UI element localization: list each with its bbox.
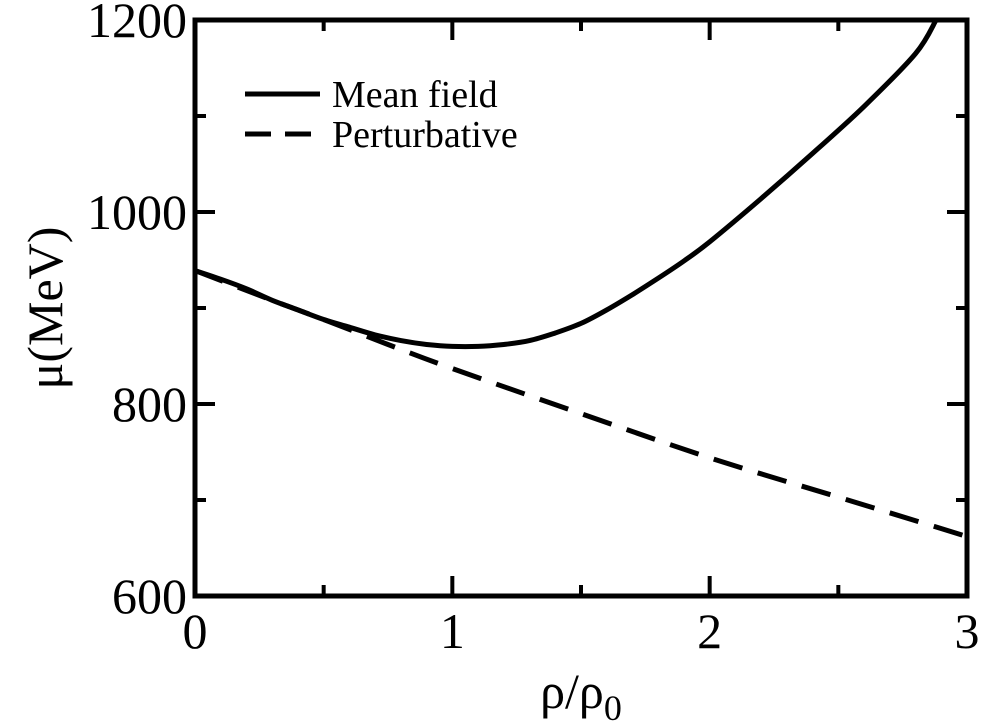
plot-frame bbox=[192, 17, 970, 599]
legend-label-mean-field: Mean field bbox=[332, 74, 498, 116]
x-tick-label: 0 bbox=[183, 603, 208, 659]
series-line-mean-field bbox=[194, 18, 939, 350]
y-axis-title: μ(MeV) bbox=[17, 227, 73, 390]
x-tick-label: 1 bbox=[440, 603, 465, 659]
legend: Mean field Perturbative bbox=[245, 74, 518, 156]
x-axis-title-subscript: 0 bbox=[604, 688, 622, 725]
y-tick-label: 1200 bbox=[87, 0, 187, 48]
x-axis-title: ρ/ρ0 bbox=[540, 663, 622, 725]
series-lines bbox=[194, 18, 968, 539]
axis-ticks bbox=[193, 18, 969, 598]
y-tick-label: 1000 bbox=[87, 184, 187, 240]
x-axis-title-main: ρ/ρ bbox=[540, 663, 604, 719]
y-tick-label: 800 bbox=[112, 376, 187, 432]
legend-label-perturbative: Perturbative bbox=[332, 114, 518, 156]
x-tick-label: 3 bbox=[955, 603, 980, 659]
y-tick-label: 600 bbox=[112, 568, 187, 624]
series-line-perturbative bbox=[194, 268, 968, 539]
tick-labels: 0 1 2 3 600 800 1000 1200 bbox=[87, 0, 980, 659]
x-tick-label: 2 bbox=[697, 603, 722, 659]
